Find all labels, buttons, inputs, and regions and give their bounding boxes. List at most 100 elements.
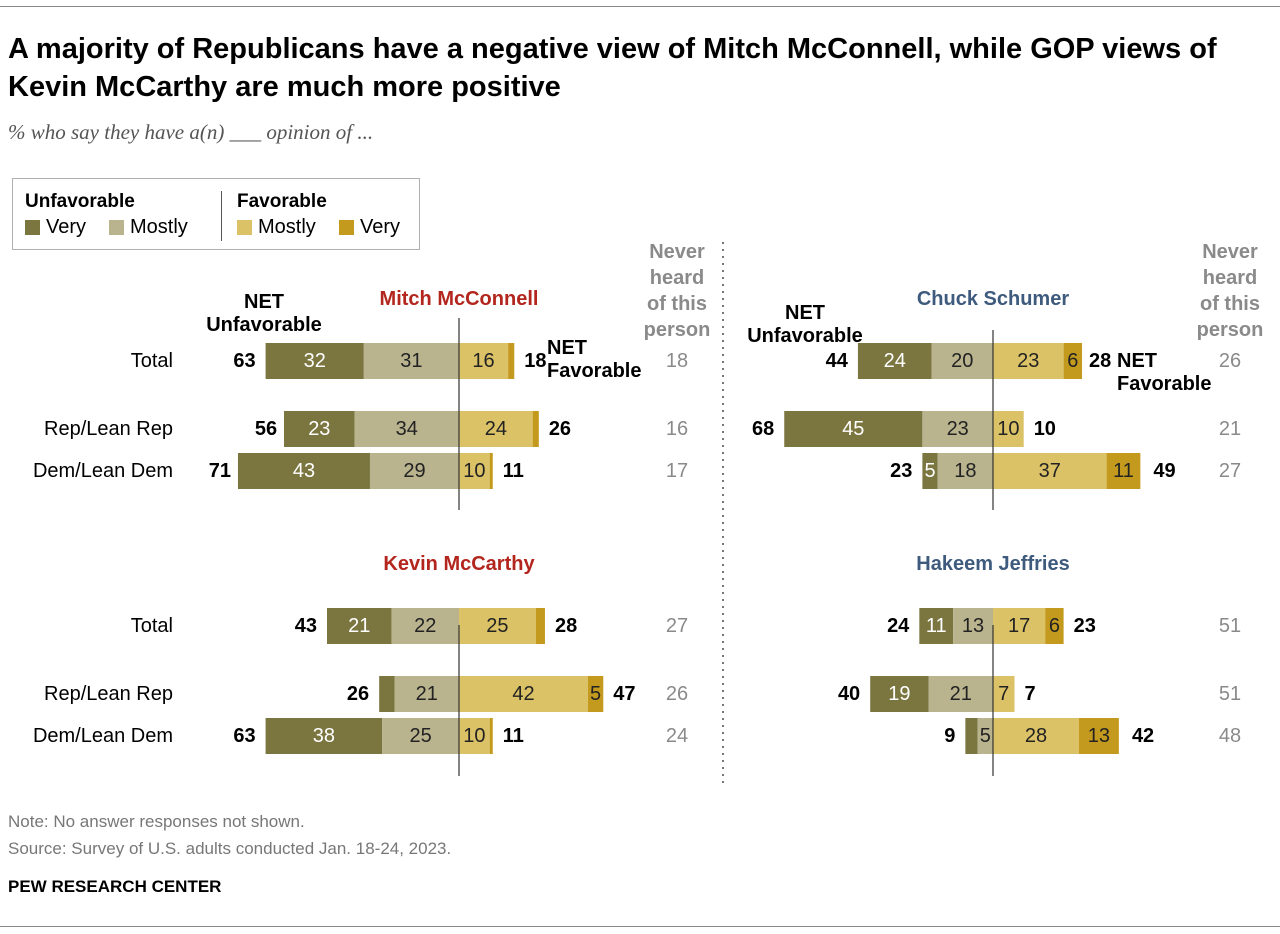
bar-value-label: 23 [1017, 350, 1039, 372]
bar-segment [379, 676, 395, 712]
legend-favorable-heading: Favorable [237, 191, 327, 212]
never-heard-value: 16 [666, 418, 688, 440]
net-favorable-value: 49 [1153, 460, 1175, 482]
bar-value-label: 45 [842, 418, 864, 440]
never-heard-value: 27 [1219, 460, 1241, 482]
net-favorable-value: 42 [1132, 725, 1154, 747]
net-favorable-value: 28 [555, 615, 577, 637]
bar-value-label: 29 [403, 460, 425, 482]
bar-value-label: 42 [512, 683, 534, 705]
legend-item-very-favorable: Very [339, 216, 400, 239]
bar-value-label: 6 [1067, 350, 1078, 372]
bar-segment [459, 718, 490, 754]
panel-title-2: Kevin McCarthy [383, 553, 535, 575]
category-label: Dem/Lean Dem [33, 460, 173, 482]
bar-value-label: 19 [888, 683, 910, 705]
net-favorable-header: NET [1117, 350, 1157, 372]
bar-value-label: 37 [1039, 460, 1061, 482]
bar-segment [265, 343, 364, 379]
bar-segment [1063, 343, 1083, 379]
legend-unfavorable-heading: Unfavorable [25, 191, 135, 212]
bar-segment [784, 411, 923, 447]
net-unfavorable-value: 63 [233, 350, 255, 372]
chart-title: A majority of Republicans have a negativ… [8, 33, 1217, 103]
net-unfavorable-header: Unfavorable [206, 314, 322, 336]
bar-segment [394, 676, 459, 712]
bar-segment [993, 718, 1079, 754]
bar-value-label: 43 [293, 460, 315, 482]
category-label: Rep/Lean Rep [44, 683, 173, 705]
bar-segment [459, 676, 588, 712]
bar-segment [857, 343, 932, 379]
bar-segment [354, 411, 459, 447]
bar-segment [326, 608, 392, 644]
net-favorable-value: 7 [1024, 683, 1035, 705]
panel-title-3: Hakeem Jeffries [916, 553, 1069, 575]
net-unfavorable-value: 63 [233, 725, 255, 747]
bar-segment [535, 608, 545, 644]
legend-item-mostly-favorable: Mostly [237, 216, 316, 239]
legend-item-very-unfavorable: Very [25, 216, 86, 239]
bar-segment [237, 453, 370, 489]
net-favorable-value: 11 [503, 460, 524, 482]
net-favorable-header: NET [547, 337, 587, 359]
category-label: Dem/Lean Dem [33, 725, 173, 747]
bar-segment [928, 676, 993, 712]
bar-segment [391, 608, 459, 644]
bar-value-label: 38 [313, 725, 335, 747]
bar-segment [459, 343, 509, 379]
bar-segment [532, 411, 539, 447]
bar-segment [993, 608, 1046, 644]
chart-subtitle: % who say they have a(n) ___ opinion of … [8, 120, 374, 144]
net-unfavorable-header: NET [785, 302, 825, 324]
legend-item-mostly-unfavorable: Mostly [109, 216, 188, 239]
net-unfavorable-value: 23 [890, 460, 912, 482]
legend: Unfavorable Favorable Very Mostly Mostly… [12, 178, 420, 250]
bar-segment [993, 453, 1107, 489]
net-unfavorable-value: 26 [347, 683, 369, 705]
bar-segment [284, 411, 355, 447]
panel-title-0: Mitch McConnell [380, 288, 539, 310]
bar-value-label: 20 [951, 350, 973, 372]
bar-value-label: 22 [414, 615, 436, 637]
net-favorable-value: 47 [613, 683, 635, 705]
bar-segment [953, 608, 993, 644]
bar-segment [489, 453, 493, 489]
never-heard-value: 27 [666, 615, 688, 637]
net-favorable-value: 18 [524, 350, 546, 372]
category-label: Total [131, 350, 173, 372]
bar-segment [508, 343, 515, 379]
bar-value-label: 23 [308, 418, 330, 440]
bar-value-label: 16 [472, 350, 494, 372]
bar-value-label: 10 [463, 460, 485, 482]
never-heard-value: 51 [1219, 615, 1241, 637]
net-unfavorable-value: 24 [887, 615, 910, 637]
net-unfavorable-value: 56 [255, 418, 277, 440]
bar-segment [922, 411, 993, 447]
never-heard-value: 26 [1219, 350, 1241, 372]
net-unfavorable-value: 68 [752, 418, 774, 440]
legend-swatch [339, 220, 354, 235]
bar-segment [993, 343, 1064, 379]
bar-value-label: 6 [1049, 615, 1060, 637]
net-unfavorable-header: NET [244, 291, 284, 313]
never-heard-value: 51 [1219, 683, 1241, 705]
note-text: Note: No answer responses not shown. [8, 812, 305, 831]
net-unfavorable-header: Unfavorable [747, 325, 863, 347]
bar-segment [919, 608, 954, 644]
source-text: Source: Survey of U.S. adults conducted … [8, 839, 452, 858]
legend-label: Mostly [130, 216, 188, 238]
net-favorable-header: Favorable [547, 360, 641, 382]
net-unfavorable-value: 44 [826, 350, 849, 372]
never-heard-value: 48 [1219, 725, 1241, 747]
bar-segment [587, 676, 604, 712]
net-favorable-value: 10 [1034, 418, 1056, 440]
net-favorable-value: 11 [503, 725, 524, 747]
bar-segment [369, 453, 459, 489]
never-heard-value: 17 [666, 460, 688, 482]
bottom-rule [0, 926, 1280, 927]
top-rule [0, 6, 1280, 7]
never-heard-header: person [644, 319, 711, 341]
bar-segment [1106, 453, 1141, 489]
bar-segment [1045, 608, 1064, 644]
